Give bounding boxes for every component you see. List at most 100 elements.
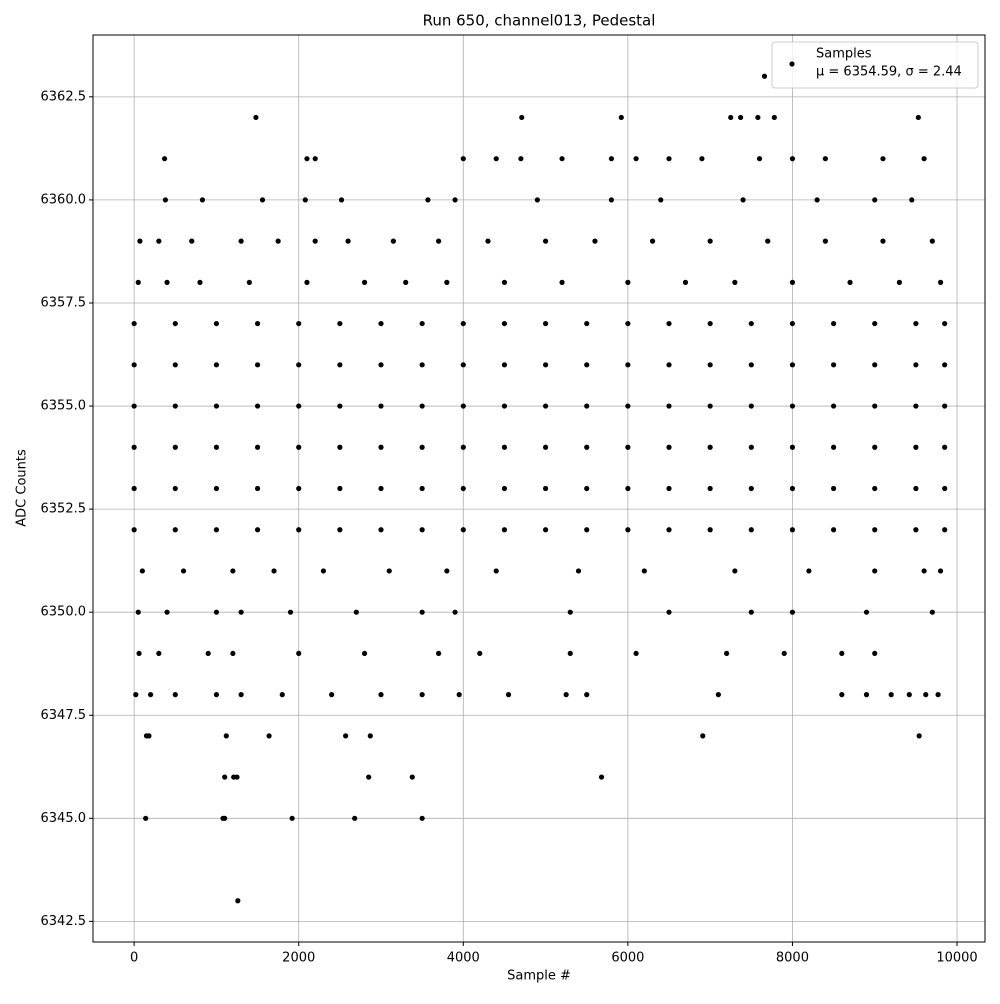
point bbox=[806, 568, 812, 574]
point bbox=[542, 403, 549, 409]
point bbox=[312, 156, 318, 162]
point bbox=[756, 156, 763, 162]
point bbox=[567, 650, 573, 657]
point bbox=[353, 609, 359, 615]
point bbox=[337, 527, 343, 533]
point bbox=[748, 320, 754, 327]
point bbox=[584, 527, 590, 533]
point bbox=[213, 485, 220, 492]
point bbox=[164, 609, 170, 615]
point bbox=[542, 485, 549, 492]
point bbox=[567, 609, 573, 615]
point bbox=[485, 238, 491, 244]
point bbox=[254, 320, 261, 327]
point bbox=[789, 156, 796, 162]
point bbox=[707, 238, 713, 244]
point bbox=[139, 568, 145, 574]
point bbox=[913, 362, 919, 368]
point bbox=[921, 568, 927, 574]
point bbox=[403, 279, 409, 285]
point bbox=[625, 485, 631, 492]
point bbox=[942, 320, 948, 327]
point bbox=[143, 815, 149, 821]
point bbox=[131, 444, 137, 450]
point bbox=[584, 485, 590, 492]
point bbox=[172, 692, 178, 698]
point bbox=[164, 279, 170, 285]
point bbox=[146, 733, 152, 739]
x-tick-label: 4000 bbox=[447, 951, 480, 966]
point bbox=[289, 815, 295, 821]
point bbox=[559, 156, 565, 162]
point bbox=[740, 197, 746, 203]
point bbox=[304, 279, 310, 285]
point bbox=[436, 238, 442, 244]
point bbox=[337, 444, 343, 450]
point bbox=[477, 650, 483, 657]
point bbox=[584, 320, 590, 327]
point bbox=[929, 238, 935, 244]
point bbox=[135, 279, 141, 285]
point bbox=[888, 692, 894, 698]
point bbox=[279, 692, 285, 698]
point bbox=[419, 444, 425, 450]
point bbox=[839, 692, 845, 698]
point bbox=[913, 444, 919, 450]
legend-note: μ = 6354.59, σ = 2.44 bbox=[816, 65, 962, 80]
point bbox=[789, 320, 796, 327]
point bbox=[872, 403, 878, 409]
point bbox=[625, 444, 631, 450]
point bbox=[337, 320, 343, 327]
point bbox=[728, 114, 734, 121]
point bbox=[444, 568, 450, 574]
point bbox=[425, 197, 431, 203]
point bbox=[872, 485, 878, 492]
point bbox=[222, 815, 228, 821]
x-tick-label: 8000 bbox=[776, 951, 809, 966]
y-tick-label: 6342.5 bbox=[41, 914, 87, 929]
point bbox=[378, 403, 384, 409]
legend-label: Samples bbox=[816, 47, 872, 62]
point bbox=[460, 444, 466, 450]
point bbox=[366, 774, 372, 780]
point bbox=[390, 238, 396, 244]
point bbox=[518, 156, 524, 162]
point bbox=[542, 362, 549, 368]
point bbox=[625, 279, 631, 285]
point bbox=[748, 485, 754, 492]
point bbox=[575, 568, 582, 574]
point bbox=[386, 568, 392, 574]
point bbox=[641, 568, 647, 574]
point bbox=[872, 197, 878, 203]
point bbox=[880, 156, 886, 162]
point bbox=[872, 444, 878, 450]
point bbox=[880, 238, 886, 244]
point bbox=[352, 815, 358, 821]
point bbox=[584, 444, 590, 450]
point bbox=[180, 568, 187, 574]
chart-title: Run 650, channel013, Pedestal bbox=[423, 12, 656, 30]
point bbox=[230, 650, 236, 657]
point bbox=[419, 692, 425, 698]
point bbox=[419, 320, 425, 327]
point bbox=[361, 279, 368, 285]
point bbox=[452, 609, 458, 615]
point bbox=[409, 774, 415, 780]
point bbox=[296, 527, 302, 533]
point bbox=[916, 733, 922, 739]
point bbox=[287, 609, 294, 615]
point bbox=[156, 650, 162, 657]
point bbox=[781, 650, 787, 657]
point bbox=[700, 733, 706, 739]
point bbox=[419, 815, 425, 821]
point bbox=[534, 197, 540, 203]
point bbox=[942, 485, 948, 492]
point bbox=[131, 527, 137, 533]
point bbox=[501, 444, 508, 450]
point bbox=[666, 609, 672, 615]
x-tick-label: 6000 bbox=[611, 951, 644, 966]
point bbox=[707, 527, 713, 533]
point bbox=[266, 733, 272, 739]
point bbox=[921, 156, 927, 162]
y-tick-label: 6362.5 bbox=[41, 89, 87, 104]
